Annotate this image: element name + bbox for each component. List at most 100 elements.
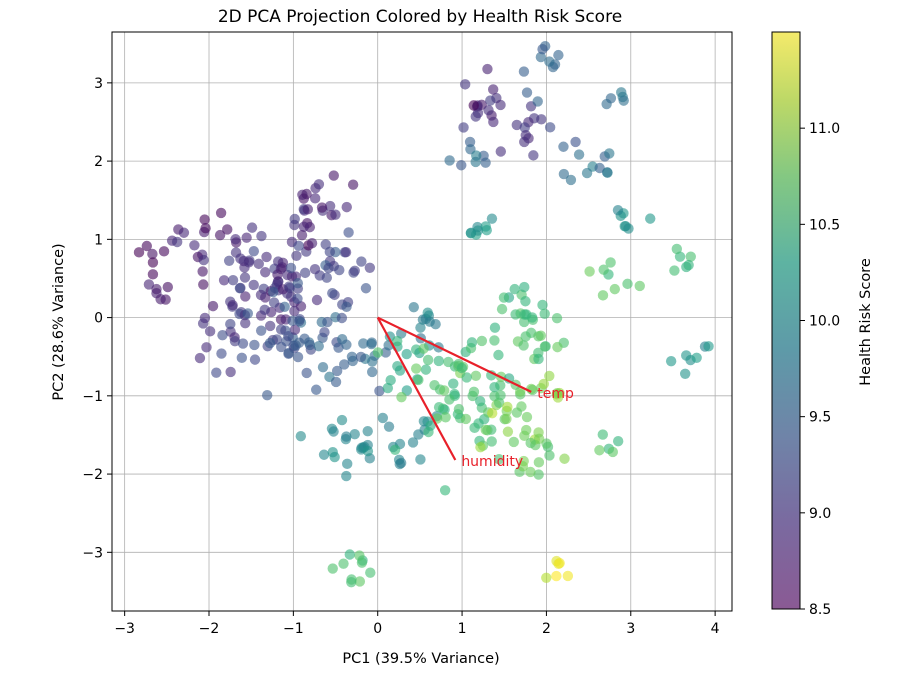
scatter-point [330, 209, 341, 220]
scatter-point [197, 266, 208, 277]
scatter-point [248, 279, 259, 291]
scatter-point [502, 401, 513, 413]
scatter-point [552, 341, 563, 353]
scatter-point [681, 350, 692, 361]
scatter-point [532, 96, 543, 107]
scatter-point [459, 79, 471, 90]
scatter-point [240, 317, 251, 329]
scatter-point [602, 167, 613, 178]
x-tick-label: 1 [458, 621, 467, 637]
scatter-point [618, 95, 629, 106]
scatter-point [372, 347, 384, 358]
scatter-point [413, 429, 424, 440]
scatter-point [289, 305, 300, 317]
scatter-point [495, 99, 506, 111]
scatter-point [429, 379, 440, 391]
scatter-point [147, 257, 159, 268]
scatter-point [565, 174, 577, 186]
scatter-point [268, 297, 280, 308]
scatter-point [249, 354, 261, 365]
scatter-point [594, 162, 605, 174]
scatter-point [396, 391, 407, 403]
scatter-point [612, 204, 624, 216]
scatter-point [322, 316, 333, 328]
scatter-point [493, 397, 505, 408]
scatter-point [433, 402, 445, 413]
scatter-point [383, 421, 395, 432]
scatter-point [448, 378, 459, 389]
scatter-point [341, 301, 352, 313]
scatter-point [554, 557, 565, 569]
scatter-point [295, 430, 307, 442]
scatter-point [511, 407, 523, 418]
scatter-point [443, 356, 454, 368]
scatter-point [223, 255, 235, 266]
scatter-point [358, 338, 369, 349]
scatter-point [293, 240, 304, 252]
scatter-point [347, 179, 359, 190]
scatter-point [200, 223, 211, 234]
scatter-point [496, 303, 508, 315]
scatter-point [198, 279, 209, 290]
scatter-point [225, 366, 236, 378]
scatter-point [493, 454, 505, 465]
scatter-point [341, 470, 352, 482]
x-tick-label: 3 [626, 621, 635, 637]
scatter-point [155, 294, 166, 305]
scatter-point [336, 312, 348, 324]
scatter-point [558, 168, 570, 180]
scatter-point [230, 234, 241, 245]
scatter-point [189, 240, 200, 251]
scatter-point [415, 454, 426, 465]
scatter-point [318, 449, 330, 460]
y-tick-label: 2 [94, 154, 103, 170]
scatter-point [301, 367, 312, 379]
y-tick-label: −1 [82, 389, 103, 405]
scatter-point [438, 385, 450, 396]
loading-label-temp: temp [537, 386, 574, 402]
x-tick-label: −3 [114, 621, 135, 637]
scatter-point [456, 362, 468, 374]
scatter-point [480, 221, 491, 232]
scatter-point [570, 136, 581, 148]
scatter-point [340, 246, 352, 258]
scatter-point [354, 576, 366, 587]
scatter-point [533, 469, 544, 480]
scatter-point [225, 318, 236, 330]
scatter-point [453, 403, 465, 415]
colorbar-tick-label: 11.0 [809, 121, 840, 137]
scatter-point [243, 257, 255, 268]
scatter-point [336, 414, 348, 426]
scatter-point [240, 291, 251, 302]
scatter-point [466, 337, 478, 348]
scatter-point [253, 258, 264, 270]
scatter-point [509, 283, 520, 295]
scatter-point [162, 281, 173, 293]
scatter-point [669, 265, 680, 276]
scatter-point [601, 98, 612, 110]
scatter-point [538, 378, 549, 390]
loading-arrow-humidity [376, 317, 457, 461]
scatter-point [489, 335, 500, 346]
scatter-point [328, 170, 339, 181]
scatter-point [341, 431, 352, 442]
scatter-point [521, 424, 532, 436]
scatter-point [535, 51, 547, 63]
scatter-point [480, 157, 491, 168]
scatter-point [147, 269, 159, 280]
scatter-point [261, 251, 272, 263]
scatter-point [389, 444, 401, 455]
scatter-point [365, 567, 376, 578]
scatter-point [330, 376, 342, 388]
scatter-point [537, 299, 548, 311]
scatter-point [541, 572, 552, 583]
scatter-point [328, 426, 339, 437]
scatter-point [482, 63, 493, 75]
colorbar-tick-label: 10.5 [809, 217, 840, 233]
scatter-point [559, 453, 570, 464]
scatter-point [178, 227, 190, 238]
scatter-point [528, 150, 539, 161]
scatter-point [264, 337, 276, 349]
scatter-point [671, 243, 683, 255]
